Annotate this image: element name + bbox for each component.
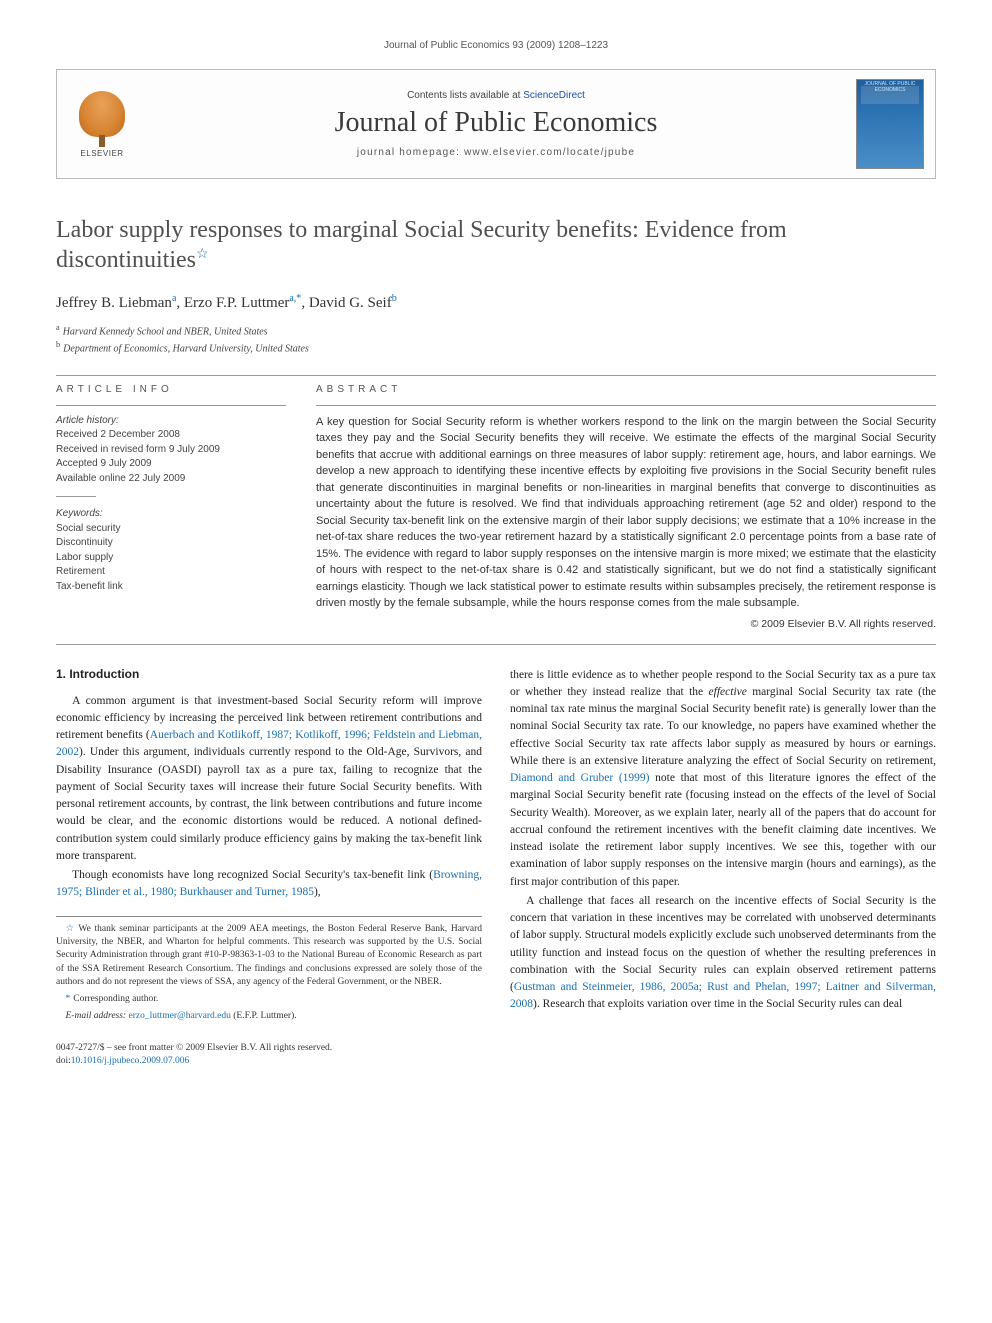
keyword-2: Discontinuity xyxy=(56,536,286,551)
keywords-label: Keywords: xyxy=(56,507,286,522)
publisher-name: ELSEVIER xyxy=(80,149,123,158)
history-label: Article history: xyxy=(56,414,286,429)
keyword-1: Social security xyxy=(56,522,286,537)
title-text: Labor supply responses to marginal Socia… xyxy=(56,217,787,273)
abstract-heading: ABSTRACT xyxy=(316,384,936,395)
doi-prefix: doi: xyxy=(56,1056,71,1066)
cover-cell: JOURNAL OF PUBLIC ECONOMICS xyxy=(845,70,935,178)
email-link[interactable]: erzo_luttmer@harvard.edu xyxy=(128,1011,230,1021)
para-2: Though economists have long recognized S… xyxy=(56,867,482,902)
page-container: Journal of Public Economics 93 (2009) 12… xyxy=(0,0,992,1098)
journal-homepage-line: journal homepage: www.elsevier.com/locat… xyxy=(357,147,635,158)
divider-body xyxy=(56,644,936,645)
footnote-corresponding: *Corresponding author. xyxy=(56,993,482,1006)
author-2-affil: a,* xyxy=(289,293,301,304)
p3-c: note that most of this literature ignore… xyxy=(510,772,936,888)
p1-b: ). Under this argument, individuals curr… xyxy=(56,746,482,862)
author-1-affil: a xyxy=(172,293,176,304)
homepage-prefix: journal homepage: xyxy=(357,147,464,158)
two-column-body: 1. Introduction A common argument is tha… xyxy=(56,667,936,1024)
footer-left: 0047-2727/$ – see front matter © 2009 El… xyxy=(56,1042,332,1069)
divider-top xyxy=(56,375,936,376)
affiliation-b-text: Department of Economics, Harvard Univers… xyxy=(63,344,309,355)
star-icon: ☆ xyxy=(66,924,76,934)
email-label: E-mail address: xyxy=(66,1011,127,1021)
p2-b: ), xyxy=(314,886,321,898)
affiliations: aHarvard Kennedy School and NBER, United… xyxy=(56,322,936,357)
para-3: there is little evidence as to whether p… xyxy=(510,667,936,891)
p4-b: ). Research that exploits variation over… xyxy=(533,998,902,1010)
doi-link[interactable]: 10.1016/j.jpubeco.2009.07.006 xyxy=(71,1056,189,1066)
affiliation-b: bDepartment of Economics, Harvard Univer… xyxy=(56,339,936,356)
abstract-text: A key question for Social Security refor… xyxy=(316,414,936,612)
running-head: Journal of Public Economics 93 (2009) 12… xyxy=(56,40,936,51)
masthead-center: Contents lists available at ScienceDirec… xyxy=(147,70,845,178)
authors-line: Jeffrey B. Liebmana, Erzo F.P. Luttmera,… xyxy=(56,293,936,312)
front-matter-line: 0047-2727/$ – see front matter © 2009 El… xyxy=(56,1042,332,1055)
author-3-affil: b xyxy=(392,293,397,304)
journal-name: Journal of Public Economics xyxy=(335,107,658,139)
p2-a: Though economists have long recognized S… xyxy=(72,869,433,881)
elsevier-logo: ELSEVIER xyxy=(72,89,132,159)
title-footnote-star-icon: ☆ xyxy=(196,247,209,262)
keyword-5: Tax-benefit link xyxy=(56,580,286,595)
history-accepted: Accepted 9 July 2009 xyxy=(56,457,286,472)
footnote-email: E-mail address: erzo_luttmer@harvard.edu… xyxy=(56,1010,482,1023)
elsevier-tree-icon xyxy=(79,91,125,137)
article-history: Article history: Received 2 December 200… xyxy=(56,414,286,487)
contents-line: Contents lists available at ScienceDirec… xyxy=(407,90,585,101)
doi-line: doi:10.1016/j.jpubeco.2009.07.006 xyxy=(56,1055,332,1068)
info-abstract-row: ARTICLE INFO Article history: Received 2… xyxy=(56,384,936,630)
abstract-column: ABSTRACT A key question for Social Secur… xyxy=(316,384,936,630)
keyword-4: Retirement xyxy=(56,565,286,580)
cover-thumbnail: JOURNAL OF PUBLIC ECONOMICS xyxy=(856,79,924,169)
homepage-url: www.elsevier.com/locate/jpube xyxy=(464,147,635,158)
footnote-thanks: ☆We thank seminar participants at the 20… xyxy=(56,923,482,989)
page-footer: 0047-2727/$ – see front matter © 2009 El… xyxy=(56,1042,936,1069)
sciencedirect-link[interactable]: ScienceDirect xyxy=(523,90,585,101)
p4-a: A challenge that faces all research on t… xyxy=(510,895,936,993)
author-3: David G. Seif xyxy=(309,295,392,311)
article-info-heading: ARTICLE INFO xyxy=(56,384,286,395)
keyword-3: Labor supply xyxy=(56,551,286,566)
footnotes: ☆We thank seminar participants at the 20… xyxy=(56,916,482,1024)
history-revised: Received in revised form 9 July 2009 xyxy=(56,443,286,458)
keywords-block: Keywords: Social security Discontinuity … xyxy=(56,507,286,594)
section-1-heading: 1. Introduction xyxy=(56,667,482,681)
author-2: Erzo F.P. Luttmer xyxy=(184,295,289,311)
article-info-column: ARTICLE INFO Article history: Received 2… xyxy=(56,384,286,630)
affiliation-a-text: Harvard Kennedy School and NBER, United … xyxy=(63,326,268,337)
author-1: Jeffrey B. Liebman xyxy=(56,295,172,311)
history-online: Available online 22 July 2009 xyxy=(56,472,286,487)
info-rule xyxy=(56,405,286,406)
abstract-copyright: © 2009 Elsevier B.V. All rights reserved… xyxy=(316,618,936,630)
para-1: A common argument is that investment-bas… xyxy=(56,693,482,866)
para-4: A challenge that faces all research on t… xyxy=(510,893,936,1014)
history-received: Received 2 December 2008 xyxy=(56,428,286,443)
asterisk-icon: * xyxy=(66,994,71,1004)
footnote-corresponding-text: Corresponding author. xyxy=(73,994,158,1004)
p3-b: marginal Social Security tax rate (the n… xyxy=(510,686,936,767)
contents-prefix: Contents lists available at xyxy=(407,90,523,101)
p3-em: effective xyxy=(709,686,747,698)
email-who: (E.F.P. Luttmer). xyxy=(233,1011,296,1021)
info-separator xyxy=(56,496,96,497)
footnote-thanks-text: We thank seminar participants at the 200… xyxy=(56,924,482,987)
affiliation-a: aHarvard Kennedy School and NBER, United… xyxy=(56,322,936,339)
publisher-logo-cell: ELSEVIER xyxy=(57,70,147,178)
abstract-rule xyxy=(316,405,936,406)
masthead: ELSEVIER Contents lists available at Sci… xyxy=(56,69,936,179)
article-title: Labor supply responses to marginal Socia… xyxy=(56,215,936,275)
p3-cite[interactable]: Diamond and Gruber (1999) xyxy=(510,772,650,784)
cover-caption: JOURNAL OF PUBLIC ECONOMICS xyxy=(857,82,923,93)
